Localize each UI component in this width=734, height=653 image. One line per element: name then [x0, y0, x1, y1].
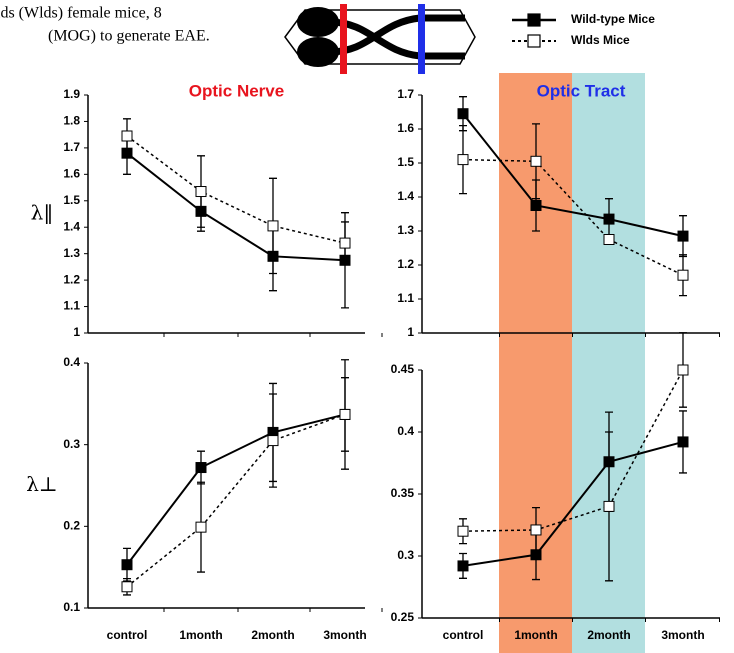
series-line	[462, 113, 684, 238]
marker	[457, 108, 469, 120]
x-tick-label: 1month	[514, 628, 557, 642]
marker	[603, 500, 615, 512]
marker	[677, 230, 689, 242]
marker	[195, 462, 207, 474]
marker	[530, 524, 542, 536]
chart-title: Optic Tract	[537, 81, 626, 100]
legend-marker	[527, 13, 541, 27]
y-tick-label: 0.45	[391, 362, 415, 376]
caption-line: lds (Wlds) female mice, 8	[0, 5, 162, 22]
y-tick-label: 1.4	[63, 219, 80, 233]
y-axis-label: λ⊥	[26, 472, 57, 496]
series-line	[462, 369, 684, 532]
y-tick-label: 1.6	[63, 167, 80, 181]
marker	[267, 220, 279, 232]
x-tick-label: 2month	[587, 628, 630, 642]
series-line	[126, 135, 346, 244]
series-line	[126, 413, 346, 588]
marker	[121, 130, 133, 142]
y-tick-label: 0.4	[397, 424, 414, 438]
y-tick-label: 1	[73, 325, 80, 339]
series-line	[462, 440, 684, 567]
marker	[339, 408, 351, 420]
legend: Wild-type Mice Wlds Mice	[512, 12, 655, 48]
y-tick-label: 0.3	[63, 437, 80, 451]
y-tick-label: 1.4	[397, 189, 414, 203]
y-tick-label: 1.9	[63, 87, 80, 101]
y-tick-label: 1.5	[63, 193, 80, 207]
y-tick-label: 1.7	[397, 87, 414, 101]
y-tick-label: 0.35	[391, 486, 415, 500]
series-line	[126, 413, 346, 566]
marker	[195, 186, 207, 198]
marker	[121, 581, 133, 593]
y-tick-label: 1.1	[63, 299, 80, 313]
marker	[603, 213, 615, 225]
y-tick-label: 1.3	[397, 223, 414, 237]
y-tick-label: 1.6	[397, 121, 414, 135]
y-axis-label: λ‖	[31, 201, 54, 226]
y-tick-label: 0.4	[63, 355, 80, 369]
marker	[195, 521, 207, 533]
y-tick-label: 0.1	[63, 600, 80, 614]
y-tick-label: 1.7	[63, 140, 80, 154]
chart-title: Optic Nerve	[189, 81, 284, 100]
marker	[121, 559, 133, 571]
caption-line: (MOG) to generate EAE.	[48, 28, 210, 45]
marker	[603, 234, 615, 245]
brain-diagram	[284, 4, 476, 74]
marker	[677, 364, 689, 376]
legend-label: Wlds Mice	[571, 33, 630, 47]
marker	[457, 154, 469, 166]
marker	[267, 435, 279, 447]
y-tick-label: 1.1	[397, 291, 414, 305]
marker	[339, 237, 351, 249]
x-tick-label: 3month	[323, 628, 366, 642]
y-tick-label: 0.3	[397, 548, 414, 562]
series-line	[462, 158, 684, 276]
x-tick-label: 2month	[251, 628, 294, 642]
legend-marker	[527, 34, 541, 48]
marker	[530, 155, 542, 167]
y-tick-label: 1	[407, 325, 414, 339]
legend-label: Wild-type Mice	[571, 12, 655, 26]
y-tick-label: 1.2	[397, 257, 414, 271]
marker	[677, 436, 689, 448]
series-line	[126, 152, 346, 262]
y-tick-label: 1.5	[397, 155, 414, 169]
y-tick-label: 1.3	[63, 246, 80, 260]
marker	[530, 200, 542, 211]
marker	[457, 560, 469, 572]
x-tick-label: 1month	[179, 628, 222, 642]
y-tick-label: 1.8	[63, 114, 80, 128]
y-tick-label: 0.2	[63, 519, 80, 533]
x-tick-label: control	[107, 628, 148, 642]
y-tick-label: 1.2	[63, 272, 80, 286]
marker	[677, 269, 689, 281]
x-tick-label: control	[443, 628, 484, 642]
x-tick-label: 3month	[661, 628, 704, 642]
y-tick-label: 0.25	[391, 610, 415, 624]
marker	[457, 525, 469, 537]
